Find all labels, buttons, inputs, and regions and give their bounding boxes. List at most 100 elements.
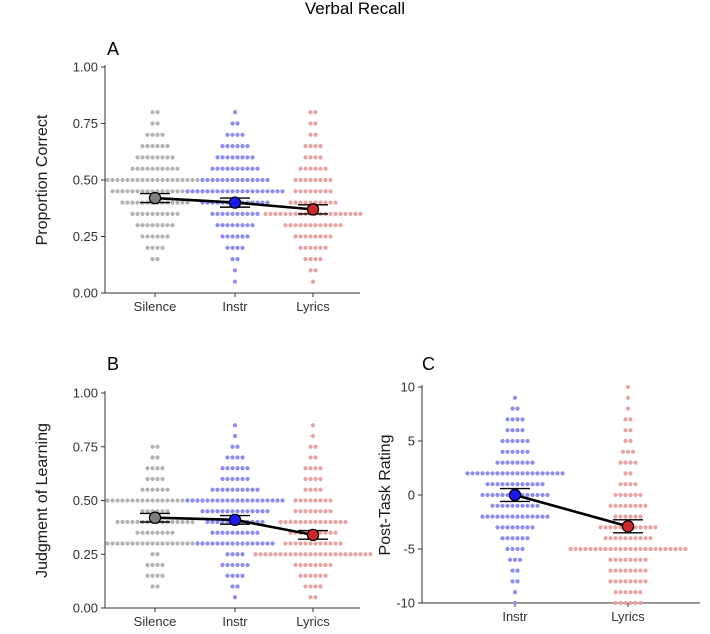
- data-point: [298, 166, 303, 171]
- data-point: [510, 546, 515, 552]
- data-point: [225, 144, 230, 149]
- data-point: [358, 211, 363, 216]
- x-tick-label: Silence: [134, 614, 177, 629]
- data-point: [150, 155, 155, 160]
- data-point: [165, 541, 170, 546]
- data-point: [313, 189, 318, 194]
- data-point: [318, 257, 323, 262]
- data-point: [150, 110, 155, 115]
- x-tick-label: Silence: [134, 299, 177, 314]
- data-point: [160, 177, 165, 183]
- data-point: [230, 234, 235, 239]
- data-point: [235, 223, 240, 228]
- data-point: [240, 189, 245, 194]
- data-point: [145, 466, 150, 471]
- y-tick-label: 0.25: [73, 547, 98, 562]
- data-point: [608, 568, 613, 573]
- data-point: [230, 189, 235, 194]
- data-point: [185, 498, 190, 503]
- data-point: [125, 519, 130, 525]
- panel-c: C -10 -5 0 5 10 Post-Task Rating Instr Lyrics: [377, 354, 700, 624]
- data-point: [220, 509, 225, 514]
- data-point: [633, 536, 638, 541]
- data-point: [328, 200, 333, 205]
- data-point: [293, 234, 298, 239]
- data-point: [150, 552, 155, 557]
- data-point: [668, 546, 673, 552]
- data-point: [313, 487, 318, 492]
- data-point: [205, 498, 210, 503]
- data-point: [625, 449, 631, 454]
- data-point: [313, 144, 318, 149]
- data-point: [150, 444, 155, 449]
- data-point: [155, 177, 160, 183]
- data-point: [318, 487, 323, 492]
- data-point: [308, 121, 313, 126]
- data-point: [540, 482, 545, 487]
- data-point: [293, 200, 298, 205]
- data-point: [510, 579, 515, 584]
- data-point: [303, 541, 308, 546]
- data-point: [150, 466, 155, 471]
- data-point: [313, 519, 318, 525]
- data-point: [230, 211, 235, 216]
- data-point: [318, 144, 323, 149]
- data-point: [500, 482, 505, 487]
- data-point: [480, 492, 485, 498]
- data-point: [215, 211, 220, 216]
- data-point: [308, 166, 313, 171]
- data-point: [480, 471, 485, 476]
- data-point: [180, 541, 185, 546]
- data-point: [603, 525, 608, 530]
- data-point: [608, 525, 613, 530]
- data-point: [338, 519, 343, 525]
- data-point: [545, 514, 550, 519]
- data-point: [235, 155, 240, 160]
- data-point: [235, 487, 240, 492]
- data-point: [230, 155, 235, 160]
- dots-lyrics: [263, 110, 363, 284]
- data-point: [150, 455, 155, 460]
- data-point: [535, 482, 540, 487]
- data-point: [623, 536, 628, 541]
- data-point: [150, 530, 155, 535]
- data-point: [298, 509, 303, 514]
- data-point: [323, 519, 328, 525]
- data-point: [225, 234, 230, 239]
- data-point: [245, 530, 250, 535]
- data-point: [618, 546, 623, 552]
- data-point: [220, 487, 225, 492]
- data-point: [278, 552, 283, 557]
- data-point: [110, 498, 115, 503]
- data-point: [175, 166, 180, 171]
- data-point: [618, 579, 623, 584]
- data-point: [155, 552, 160, 557]
- data-point: [515, 406, 520, 411]
- data-point: [643, 546, 648, 552]
- data-point: [225, 487, 230, 492]
- data-point: [220, 562, 225, 568]
- data-point: [270, 189, 275, 194]
- data-point: [160, 476, 165, 482]
- data-point: [250, 177, 255, 183]
- data-point: [520, 514, 525, 519]
- mean-marker: [228, 196, 242, 209]
- data-point: [195, 177, 200, 183]
- data-point: [288, 211, 293, 216]
- data-point: [245, 155, 250, 160]
- data-point: [313, 234, 318, 239]
- data-point: [155, 144, 160, 149]
- data-point: [535, 503, 540, 508]
- data-point: [120, 498, 125, 503]
- x-tick-label: Instr: [222, 299, 248, 314]
- data-point: [235, 211, 240, 216]
- data-point: [628, 438, 633, 444]
- data-point: [155, 530, 160, 535]
- data-point: [200, 541, 205, 546]
- data-point: [230, 223, 235, 228]
- data-point: [505, 471, 510, 476]
- data-point: [512, 557, 518, 562]
- data-point: [220, 530, 225, 535]
- data-point: [343, 552, 348, 557]
